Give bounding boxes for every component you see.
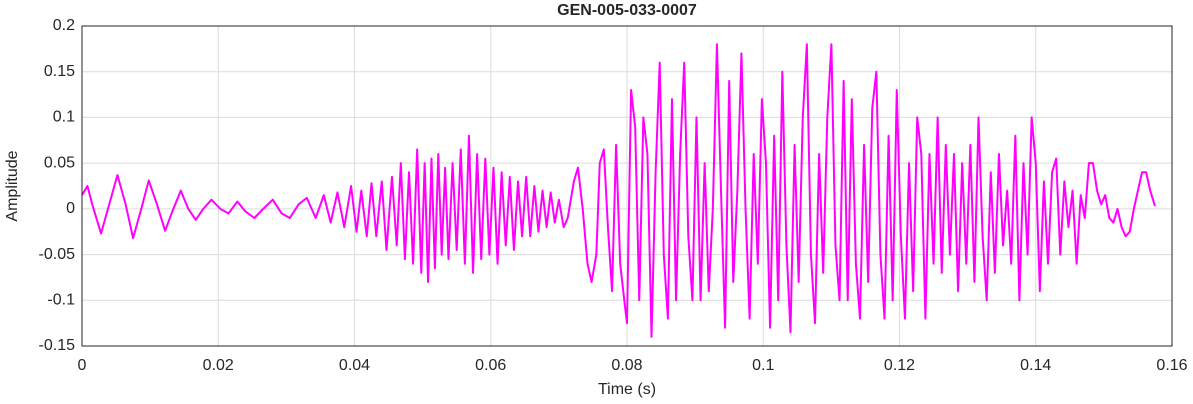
y-tick-label: 0.05 [44, 154, 75, 171]
x-tick-label: 0.06 [475, 357, 506, 374]
y-tick-label: -0.15 [39, 337, 76, 354]
x-tick-label: 0.08 [611, 357, 642, 374]
y-tick-label: 0 [66, 200, 75, 217]
y-tick-label: -0.1 [47, 292, 75, 309]
x-tick-label: 0.04 [339, 357, 370, 374]
x-tick-label: 0 [78, 357, 87, 374]
y-tick-label: 0.1 [53, 109, 75, 126]
x-tick-label: 0.12 [884, 357, 915, 374]
x-tick-label: 0.14 [1020, 357, 1051, 374]
x-axis-label: Time (s) [598, 381, 656, 398]
y-tick-label: 0.15 [44, 63, 75, 80]
data-line [81, 43, 1156, 338]
axes-box [81, 25, 1173, 347]
y-axis-label: Amplitude [4, 150, 21, 221]
x-tick-label: 0.02 [203, 357, 234, 374]
y-tick-label: -0.05 [39, 246, 76, 263]
x-tick-label: 0.1 [752, 357, 774, 374]
chart-title: GEN-005-033-0007 [557, 2, 697, 19]
y-tick-label: 0.2 [53, 17, 75, 34]
x-tick-label: 0.16 [1156, 357, 1187, 374]
